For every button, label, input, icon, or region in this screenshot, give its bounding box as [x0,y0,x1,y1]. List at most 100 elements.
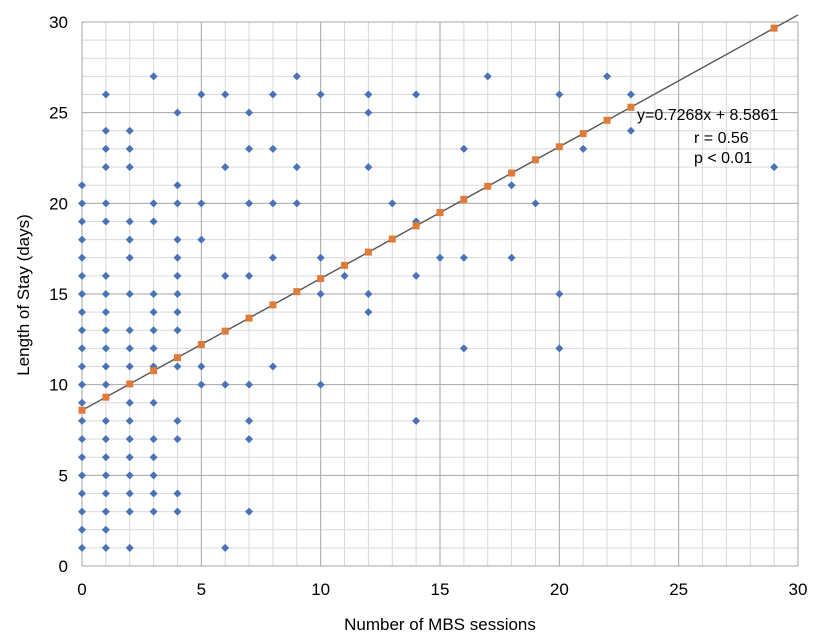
observed-point [173,507,182,516]
observed-point [245,108,254,117]
observed-point [268,253,277,262]
observed-point [555,344,564,353]
observed-point [221,543,230,552]
observed-point [149,471,158,480]
observed-point [125,126,134,135]
observed-point [149,507,158,516]
observed-points [78,72,779,552]
observed-point [245,380,254,389]
observed-point [173,271,182,280]
observed-point [78,181,86,190]
fitted-points [78,24,778,414]
fitted-point [460,195,468,203]
observed-point [149,308,158,317]
observed-point [149,453,158,462]
observed-point [78,253,86,262]
x-axis-ticks: 0 5 10 15 20 25 30 [77,580,807,599]
observed-point [78,344,86,353]
fitted-point [388,235,396,243]
observed-point [173,235,182,244]
x-tick-label: 30 [789,580,808,599]
observed-point [78,326,86,335]
observed-point [149,72,158,81]
observed-point [78,525,86,534]
observed-point [364,108,373,117]
x-tick-label: 5 [197,580,206,599]
observed-point [770,163,779,172]
observed-point [626,90,635,99]
observed-point [221,271,230,280]
observed-point [101,217,110,226]
observed-point [221,380,230,389]
observed-point [245,507,254,516]
fitted-point [269,301,277,309]
observed-point [125,416,134,425]
observed-point [459,344,468,353]
observed-point [149,398,158,407]
observed-point [101,126,110,135]
observed-point [101,344,110,353]
observed-point [125,471,134,480]
observed-point [483,72,492,81]
observed-point [125,144,134,153]
observed-point [125,453,134,462]
observed-point [125,290,134,298]
correlation-r: r = 0.56 [694,130,749,147]
observed-point [125,362,134,371]
fitted-point [317,275,325,283]
observed-point [101,525,110,534]
observed-point [173,290,182,298]
observed-point [364,308,373,317]
observed-point [221,90,230,99]
observed-point [197,90,206,99]
observed-point [149,435,158,444]
observed-point [173,108,182,117]
observed-point [555,90,564,99]
fitted-point [627,103,635,111]
observed-point [292,199,301,208]
observed-point [412,416,421,425]
fitted-point [221,327,229,335]
observed-point [78,271,86,280]
observed-point [101,144,110,153]
observed-point [245,199,254,208]
observed-point [125,398,134,407]
observed-point [459,144,468,153]
observed-point [268,362,277,371]
fitted-point [245,314,253,322]
fitted-point [770,24,778,32]
y-tick-label: 30 [49,13,68,32]
observed-point [507,181,516,190]
observed-point [78,380,86,389]
observed-point [292,72,301,81]
observed-point [149,489,158,498]
fitted-point [364,248,372,256]
x-tick-label: 0 [77,580,86,599]
observed-point [316,90,325,99]
observed-point [436,253,444,262]
observed-point [125,543,134,552]
fitted-point [173,354,181,362]
observed-point [101,489,110,498]
observed-point [173,416,182,425]
regression-equation: y=0.7268x + 8.5861 [637,107,779,124]
observed-point [78,435,86,444]
observed-point [412,271,421,280]
observed-point [626,126,635,135]
observed-point [78,453,86,462]
observed-point [78,235,86,244]
observed-point [78,217,86,226]
observed-point [531,199,540,208]
y-axis-ticks: 0 5 10 15 20 25 30 [49,13,68,576]
x-tick-label: 15 [431,580,450,599]
observed-point [459,253,468,262]
observed-point [245,416,254,425]
observed-point [125,489,134,498]
observed-point [101,471,110,480]
observed-point [173,435,182,444]
observed-point [555,290,564,298]
observed-point [268,144,277,153]
observed-point [316,290,325,298]
major-gridlines [81,21,799,567]
